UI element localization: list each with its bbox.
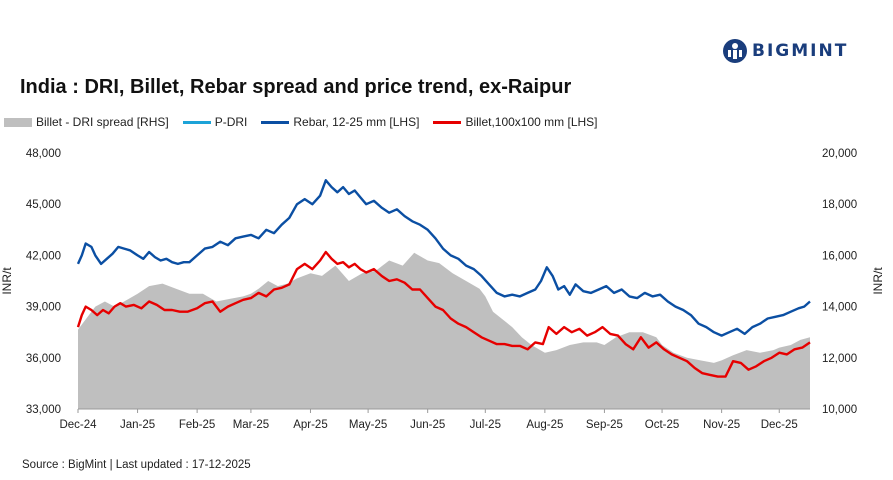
legend-swatch-pdri bbox=[182, 120, 211, 124]
y-right-tick-label-0: 10,000 bbox=[822, 404, 857, 416]
y-axis-right-label: INR/t bbox=[871, 267, 885, 295]
legend-swatch-billet bbox=[433, 120, 462, 124]
y-axis-left-label: INR/t bbox=[0, 267, 14, 295]
x-tick-label-4: Apr-25 bbox=[293, 419, 328, 431]
chart-title: India : DRI, Billet, Rebar spread and pr… bbox=[20, 76, 572, 98]
x-axis-ticks: Dec-24 Jan-25 Feb-25 Mar-25 Apr-25 May-25 Jun-… bbox=[59, 409, 798, 431]
series-line-2 bbox=[76, 179, 811, 337]
x-tick-label-9: Sep-25 bbox=[586, 419, 623, 431]
legend-item-spread: Billet - DRI spread [RHS] bbox=[4, 115, 169, 129]
chart-legend: Billet - DRI spread [RHS] P-DRI Rebar, 1… bbox=[4, 113, 612, 131]
y-left-tick-label-4: 45,000 bbox=[26, 199, 61, 211]
legend-item-billet: Billet,100x100 mm [LHS] bbox=[433, 115, 598, 129]
bigmint-logo-icon bbox=[723, 39, 747, 63]
y-axis-right-ticks: 10,000 12,000 14,000 16,000 18,000 20,000 bbox=[822, 148, 857, 416]
source-note: Source : BigMint | Last updated : 17-12-… bbox=[22, 459, 251, 471]
series-area-0 bbox=[78, 252, 810, 409]
y-axis-left-ticks: 33,000 36,000 39,000 42,000 45,000 48,000 bbox=[26, 148, 61, 416]
legend-item-rebar: Rebar, 12-25 mm [LHS] bbox=[261, 115, 419, 129]
y-left-tick-label-2: 39,000 bbox=[26, 302, 61, 314]
legend-label-billet: Billet,100x100 mm [LHS] bbox=[465, 115, 598, 129]
legend-label-spread: Billet - DRI spread [RHS] bbox=[36, 115, 169, 129]
legend-swatch-rebar bbox=[261, 120, 290, 124]
legend-swatch-spread bbox=[4, 117, 32, 127]
brand-name: BIGMINT bbox=[752, 41, 849, 61]
y-right-tick-label-1: 12,000 bbox=[822, 353, 857, 365]
x-tick-label-7: Jul-25 bbox=[470, 419, 501, 431]
y-right-tick-label-3: 16,000 bbox=[822, 250, 857, 262]
y-left-tick-label-1: 36,000 bbox=[26, 353, 61, 365]
brand-logo: BIGMINT bbox=[722, 37, 848, 65]
y-left-tick-label-3: 42,000 bbox=[26, 250, 61, 262]
x-tick-label-0: Dec-24 bbox=[59, 419, 97, 431]
x-tick-label-6: Jun-25 bbox=[410, 419, 445, 431]
y-right-tick-label-4: 18,000 bbox=[822, 199, 857, 211]
legend-item-pdri: P-DRI bbox=[182, 115, 248, 129]
x-tick-label-10: Oct-25 bbox=[645, 419, 680, 431]
series-line-3 bbox=[76, 250, 811, 378]
area-layer bbox=[78, 252, 810, 409]
x-tick-label-3: Mar-25 bbox=[233, 419, 269, 431]
legend-label-rebar: Rebar, 12-25 mm [LHS] bbox=[293, 115, 420, 129]
y-left-tick-label-0: 33,000 bbox=[26, 404, 61, 416]
x-tick-label-12: Dec-25 bbox=[761, 419, 798, 431]
legend-label-pdri: P-DRI bbox=[214, 115, 248, 129]
y-right-tick-label-5: 20,000 bbox=[822, 148, 857, 160]
y-right-tick-label-2: 14,000 bbox=[822, 302, 857, 314]
x-tick-label-8: Aug-25 bbox=[526, 419, 563, 431]
x-tick-label-2: Feb-25 bbox=[179, 419, 215, 431]
line-layer bbox=[76, 179, 811, 378]
x-tick-label-1: Jan-25 bbox=[120, 419, 155, 431]
x-tick-label-11: Nov-25 bbox=[703, 419, 740, 431]
x-tick-label-5: May-25 bbox=[349, 419, 387, 431]
y-left-tick-label-5: 48,000 bbox=[26, 148, 61, 160]
